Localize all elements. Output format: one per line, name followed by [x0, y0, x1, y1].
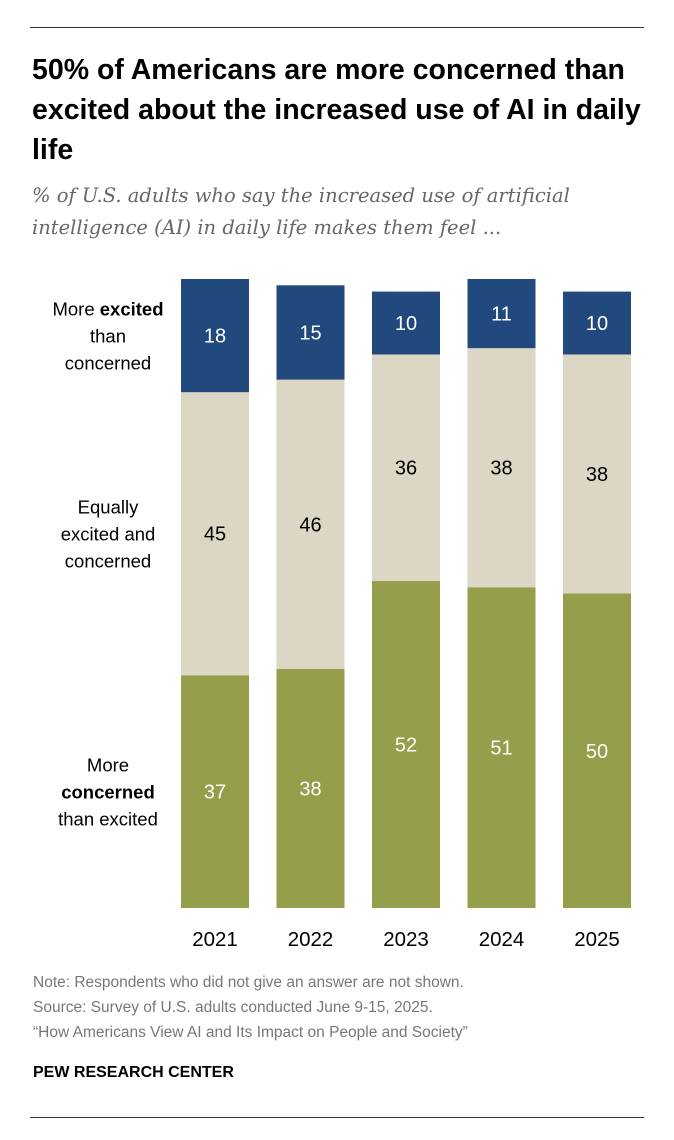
x-tick-label: 2022 — [288, 928, 334, 951]
bar-segment — [563, 291, 631, 355]
bar-segment — [563, 593, 631, 908]
bar-segment — [276, 668, 345, 908]
data-label: 51 — [490, 738, 512, 760]
data-label: 45 — [204, 524, 226, 546]
brand-logo-text: PEW RESEARCH CENTER — [33, 1064, 234, 1081]
x-tick-label: 2021 — [192, 928, 238, 951]
source-text: Source: Survey of U.S. adults conducted … — [33, 999, 433, 1016]
note-text: Note: Respondents who did not give an an… — [33, 974, 464, 991]
data-label: 36 — [395, 458, 417, 480]
top-rule — [30, 27, 644, 28]
legend-label: excited and — [61, 524, 156, 545]
data-label: 10 — [586, 313, 608, 335]
x-tick-label: 2024 — [479, 928, 525, 951]
bar-segment — [467, 348, 536, 588]
x-tick-label: 2025 — [574, 928, 620, 951]
data-label: 38 — [586, 464, 608, 486]
bar-segment — [181, 392, 249, 676]
data-label: 38 — [490, 458, 512, 480]
bar-segment — [181, 279, 249, 393]
x-tick-label: 2023 — [383, 928, 429, 951]
bar-segment — [372, 354, 440, 581]
bar-segment — [467, 587, 536, 908]
legend-label: than excited — [58, 809, 158, 830]
chart-title: 50% of Americans are more concerned than… — [32, 54, 641, 166]
chart-subtitle: % of U.S. adults who say the increased u… — [32, 184, 570, 239]
bar-segment — [276, 379, 345, 669]
data-label: 11 — [491, 304, 512, 326]
report-title-text: “How Americans View AI and Its Impact on… — [33, 1024, 468, 1041]
data-label: 10 — [395, 313, 417, 335]
data-label: 38 — [299, 778, 321, 800]
legend-label: concerned — [61, 782, 155, 803]
legend-label: More excited — [52, 299, 163, 320]
bar-segment — [467, 279, 536, 349]
data-label: 52 — [395, 734, 417, 756]
legend-label: concerned — [65, 353, 151, 374]
data-label: 46 — [299, 514, 321, 536]
data-label: 18 — [204, 326, 226, 348]
legend-label: More — [87, 755, 129, 776]
data-label: 37 — [204, 782, 226, 804]
bar-segment — [181, 675, 249, 908]
legend-label: concerned — [65, 551, 151, 572]
data-label: 15 — [299, 322, 321, 344]
legend-label: Equally — [78, 497, 139, 518]
bar-segment — [563, 354, 631, 594]
bottom-rule — [30, 1117, 644, 1118]
bar-segment — [372, 580, 440, 908]
bar-segment — [372, 291, 440, 355]
bar-segment — [276, 285, 345, 380]
legend-label: than — [90, 326, 126, 347]
data-label: 50 — [586, 741, 608, 763]
